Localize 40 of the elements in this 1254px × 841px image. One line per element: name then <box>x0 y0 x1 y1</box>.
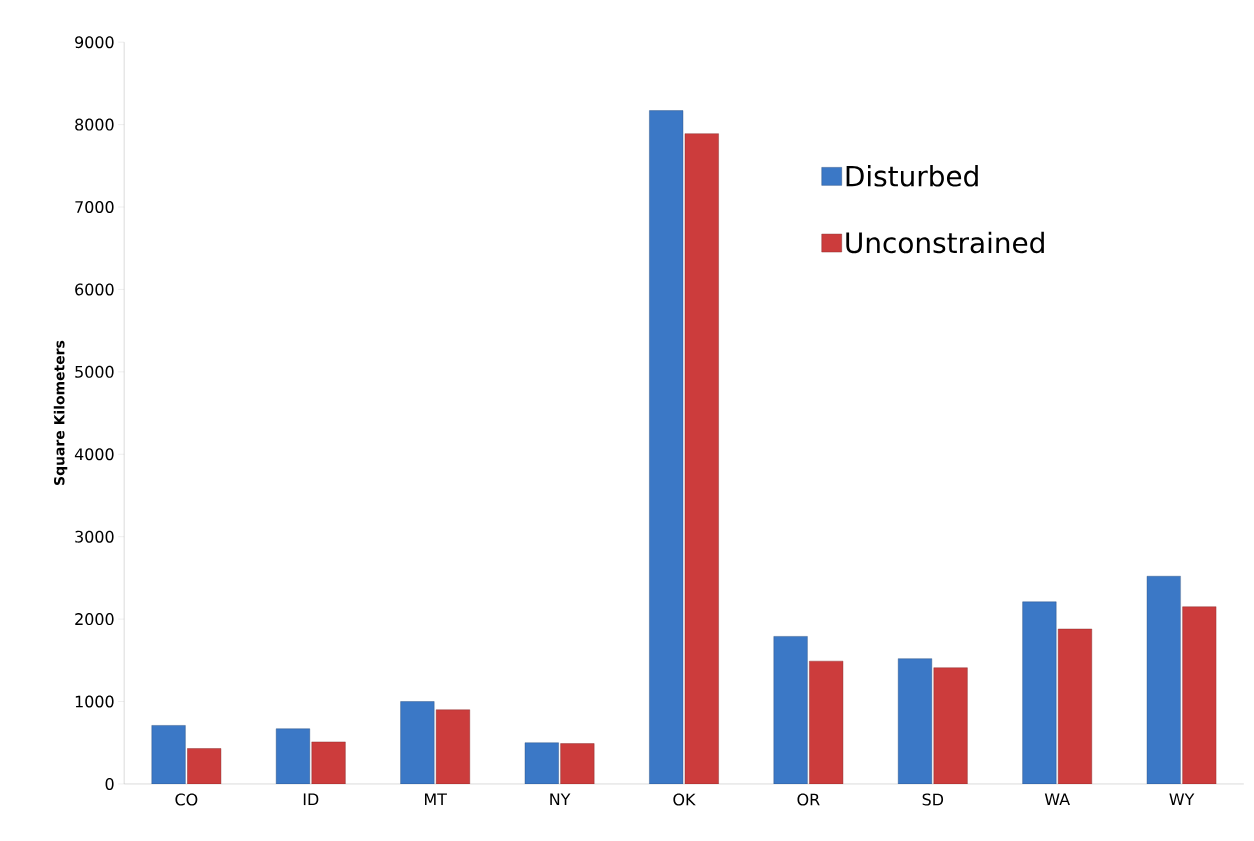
legend-label: Disturbed <box>846 164 978 187</box>
bar <box>187 748 222 784</box>
bar <box>524 742 559 784</box>
y-tick-label: 9000 <box>75 36 114 49</box>
bar <box>773 636 808 784</box>
bar <box>151 725 186 784</box>
bar <box>1146 575 1181 784</box>
bar <box>649 110 684 784</box>
x-tick-label: MT <box>425 793 447 806</box>
y-axis-title: Square Kilometers <box>53 340 68 485</box>
legend-label: Unconstrained <box>846 231 1044 254</box>
bar <box>435 709 470 784</box>
y-tick-label: 4000 <box>74 448 114 461</box>
bar <box>1058 628 1092 784</box>
y-tick-label: 3000 <box>75 530 114 543</box>
bar <box>809 660 844 784</box>
x-tick-label: WA <box>1044 793 1070 806</box>
x-tick-label: CO <box>175 793 198 806</box>
bar <box>275 728 310 784</box>
x-tick-label: WY <box>1169 793 1195 806</box>
y-tick-label: 0 <box>105 777 114 790</box>
y-tick-label: 6000 <box>75 283 114 296</box>
bar <box>1022 601 1057 784</box>
bar <box>684 133 719 784</box>
bar <box>560 743 595 784</box>
y-tick-label: 2000 <box>75 613 114 626</box>
bar <box>1182 606 1217 784</box>
x-tick-label: OR <box>797 793 820 806</box>
x-tick-label: ID <box>303 793 319 806</box>
y-tick-label: 5000 <box>75 365 114 378</box>
x-tick-label: SD <box>922 793 944 806</box>
y-tick-label: 1000 <box>75 695 114 708</box>
bar <box>933 667 968 784</box>
y-tick-label: 7000 <box>75 200 114 213</box>
bar <box>400 701 435 784</box>
bar <box>311 741 346 784</box>
x-tick-label: OK <box>673 793 696 806</box>
bar <box>898 658 932 784</box>
y-tick-label: 8000 <box>75 118 114 131</box>
x-tick-label: NY <box>550 793 571 806</box>
